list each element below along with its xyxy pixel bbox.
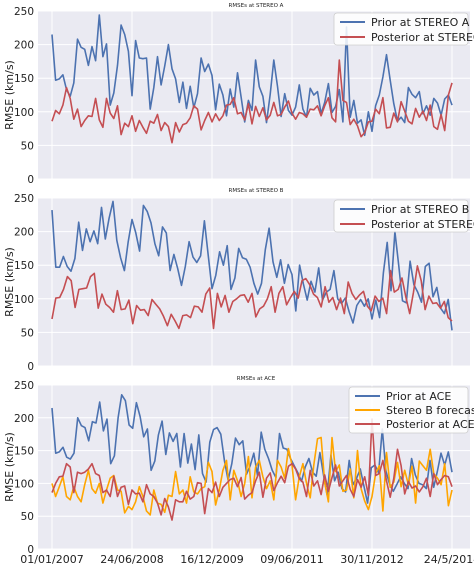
x-tick-label: 24/5/2014 xyxy=(424,553,474,566)
ace-ytick-label: 50 xyxy=(21,511,34,523)
stereo-b-legend-label-prior: Prior at STEREO B xyxy=(371,203,469,216)
stereo-b-yticks: 0 50 100 150 200 250 xyxy=(14,193,34,373)
stereo-b-ylabel: RMSE (km/s) xyxy=(3,247,16,317)
stereo-b-ytick-label: 0 xyxy=(27,361,34,373)
x-tick-label: 09/06/2011 xyxy=(260,553,323,566)
stereo-b-legend-label-posterior: Posterior at STEREO B xyxy=(371,218,474,231)
stereo-b-series xyxy=(51,200,453,331)
posterior-at-stereo-a-line xyxy=(51,59,453,144)
stereo-b-legend: Prior at STEREO B Posterior at STEREO B xyxy=(333,199,474,233)
stereo-a-ylabel: RMSE (km/s) xyxy=(3,60,16,130)
stereo-b-ytick-label: 150 xyxy=(14,260,34,272)
ace-ytick-label: 200 xyxy=(14,413,34,425)
ace-legend-label-forecast: Stereo B forecast xyxy=(386,404,474,417)
ace-series xyxy=(51,393,453,521)
x-tick-label: 24/06/2008 xyxy=(100,553,163,566)
stereo-b-title: RMSEs at STEREO B xyxy=(229,188,284,194)
ace-panel: RMSEs at ACE 0 50 100 150 200 250 RMSE (km/s)… xyxy=(3,376,474,566)
stereo-b-ytick-label: 250 xyxy=(14,193,34,205)
stereo-a-legend: Prior at STEREO A Posterior at STEREO A xyxy=(333,12,474,46)
stereo-b-ytick-label: 100 xyxy=(14,294,34,306)
stereo-b-ytick-label: 50 xyxy=(21,327,34,339)
stereo-a-ytick-label: 50 xyxy=(21,140,34,152)
ace-ytick-label: 150 xyxy=(14,446,34,458)
stereo-a-legend-label-posterior: Posterior at STEREO A xyxy=(371,31,474,44)
ace-ytick-label: 250 xyxy=(14,380,34,392)
posterior-at-stereo-b-line xyxy=(51,265,453,330)
stereo-a-ytick-label: 200 xyxy=(14,40,34,52)
stereo-a-yticks: 0 50 100 150 200 250 xyxy=(14,6,34,186)
stereo-a-legend-box xyxy=(333,12,469,46)
ace-legend-label-prior: Prior at ACE xyxy=(386,390,451,403)
ace-title: RMSEs at ACE xyxy=(237,376,276,382)
stereo-b-ytick-label: 200 xyxy=(14,227,34,239)
x-tick-label: 30/11/2012 xyxy=(340,553,403,566)
ace-xticks: 01/01/2007 24/06/2008 16/12/2009 09/06/2011… xyxy=(20,553,474,566)
prior-at-stereo-a-line xyxy=(51,14,453,137)
prior-at-stereo-b-line xyxy=(51,200,453,331)
stereo-a-ytick-label: 100 xyxy=(14,107,34,119)
stereo-a-panel: RMSEs at STEREO A 0 50 100 150 200 250 RMSE (… xyxy=(3,3,474,186)
stereo-b-legend-box xyxy=(333,199,469,233)
x-tick-label: 16/12/2009 xyxy=(180,553,243,566)
ace-ylabel: RMSE (km/s) xyxy=(3,432,16,502)
stereo-a-ytick-label: 150 xyxy=(14,73,34,85)
ace-ytick-label: 100 xyxy=(14,478,34,490)
ace-legend-box xyxy=(348,386,469,434)
stereo-a-series xyxy=(51,14,453,144)
stereo-a-ytick-label: 250 xyxy=(14,6,34,18)
ace-legend-label-posterior: Posterior at ACE xyxy=(386,418,474,431)
stereo-a-ytick-label: 0 xyxy=(27,174,34,186)
stereo-a-title: RMSEs at STEREO A xyxy=(229,3,284,9)
ace-ytick-label: 0 xyxy=(27,544,34,556)
ace-legend: Prior at ACE Stereo B forecast Posterior… xyxy=(348,386,474,434)
stereo-b-panel: RMSEs at STEREO B 0 50 100 150 200 250 RMSE (… xyxy=(3,188,474,373)
stereo-a-legend-label-prior: Prior at STEREO A xyxy=(371,16,470,29)
x-tick-label: 01/01/2007 xyxy=(20,553,83,566)
ace-yticks: 0 50 100 150 200 250 xyxy=(14,380,34,556)
posterior-at-ace-line xyxy=(51,418,453,521)
